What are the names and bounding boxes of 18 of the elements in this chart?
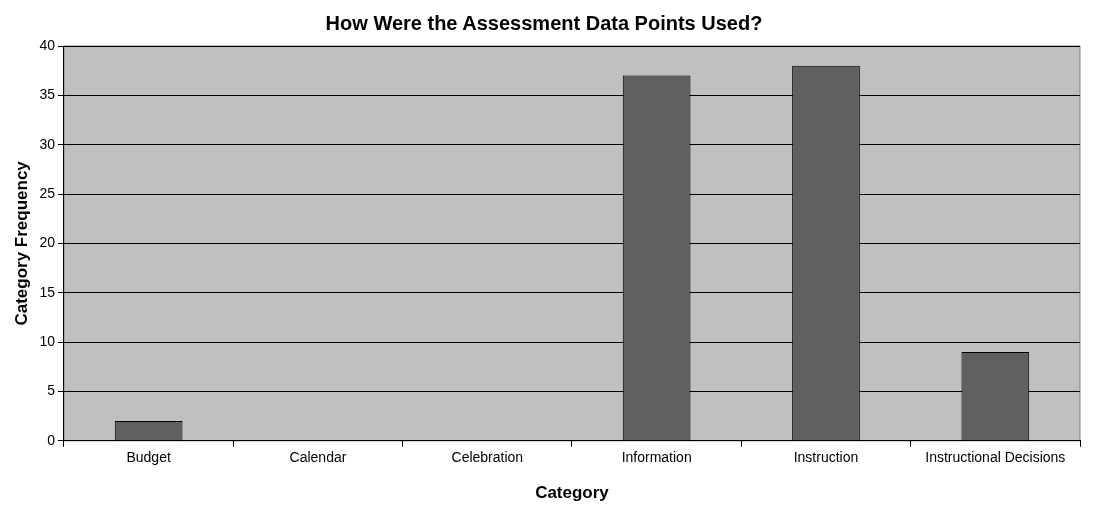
x-tick-label: Budget — [126, 449, 171, 466]
x-tick-label: Instruction — [793, 449, 859, 466]
y-tick-label: 0 — [47, 431, 56, 448]
x-axis-title: Category — [535, 483, 610, 503]
y-tick-label: 25 — [39, 184, 56, 201]
x-tick-label: Calendar — [289, 449, 347, 466]
x-tick-label: Instructional Decisions — [925, 449, 1066, 466]
y-tick-label: 10 — [39, 332, 56, 349]
y-tick-label: 40 — [39, 36, 56, 53]
x-tick-label: Information — [621, 449, 692, 466]
y-tick-label: 35 — [39, 86, 56, 103]
chart-title: How Were the Assessment Data Points Used? — [325, 11, 763, 34]
y-axis-title: Category Frequency — [11, 160, 31, 326]
y-tick-label: 20 — [39, 234, 56, 251]
x-tick-label: Celebration — [451, 449, 524, 466]
y-tick-label: 5 — [47, 382, 56, 399]
y-tick-label: 15 — [39, 283, 56, 300]
y-tick-label: 30 — [39, 135, 56, 152]
